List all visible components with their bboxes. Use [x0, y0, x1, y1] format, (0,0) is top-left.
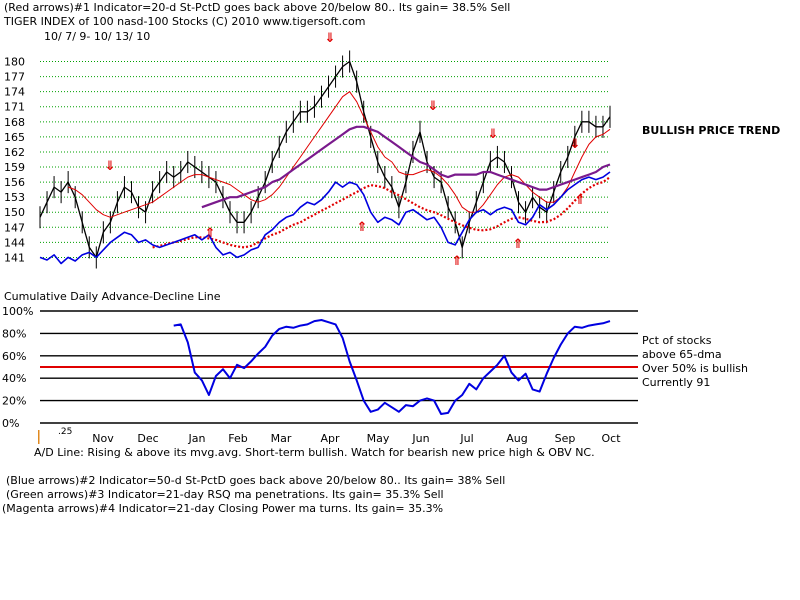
signal-arrow: ⇑: [513, 237, 524, 252]
y-tick-label: 141: [4, 251, 25, 264]
tick-stub: .25: [58, 427, 73, 437]
pct-label-2: above 65-dma: [642, 348, 722, 361]
pct-series-group: [173, 319, 611, 415]
ma-red-line: [67, 91, 611, 218]
price-series-group: [39, 50, 611, 269]
y-tick-label: 159: [4, 161, 25, 174]
x-tick-label: Aug: [506, 432, 527, 445]
x-tick-label: Jan: [188, 432, 206, 445]
footer-indicator-2: (Blue arrows)#2 Indicator=50-d St-PctD g…: [6, 474, 506, 487]
x-tick-label: Jul: [459, 432, 473, 445]
header-indicator-1: (Red arrows)#1 Indicator=20-d St-PctD go…: [4, 1, 511, 14]
pct-tick-label: 40%: [2, 372, 26, 385]
ma-purple-line: [201, 125, 611, 209]
date-range: 10/ 7/ 9- 10/ 13/ 10: [44, 30, 151, 43]
adline-title: Cumulative Daily Advance-Decline Line: [4, 290, 221, 303]
y-tick-label: 177: [4, 71, 25, 84]
pct-tick-label: 80%: [2, 327, 26, 340]
y-tick-label: 153: [4, 191, 25, 204]
pct-tick-label: 20%: [2, 395, 26, 408]
x-tick-label: Dec: [137, 432, 158, 445]
pct-tick-label: 60%: [2, 350, 26, 363]
pct-y-axis: 100% 80% 60% 40% 20% 0%: [2, 305, 33, 430]
price-line: [39, 60, 611, 259]
pct-label-4: Currently 91: [642, 376, 711, 389]
signal-arrows: ⇓ ⇓ ⇓ ⇓ ⇓ ⇑ ⇑ ⇑ ⇑ ⇑: [105, 31, 586, 269]
signal-arrow: ⇓: [428, 99, 439, 114]
footer-indicator-4: (Magenta arrows)#4 Indicator=21-day Clos…: [2, 502, 444, 515]
signal-arrow: ⇓: [570, 137, 581, 152]
chart-title: TIGER INDEX of 100 nasd-100 Stocks (C) 2…: [4, 15, 366, 28]
y-tick-label: 144: [4, 236, 25, 249]
signal-arrow: ⇓: [105, 159, 116, 174]
y-tick-label: 180: [4, 56, 25, 69]
signal-arrow: ⇓: [325, 31, 336, 46]
x-tick-label: Sep: [555, 432, 576, 445]
x-tick-label: Nov: [92, 432, 114, 445]
signal-arrow: ⇓: [488, 127, 499, 142]
pct-above-65dma-line: [173, 319, 611, 415]
x-tick-label: Apr: [320, 432, 340, 445]
signal-arrow: ⇑: [575, 193, 586, 208]
pct-tick-label: 0%: [2, 417, 19, 430]
x-tick-label: Mar: [271, 432, 292, 445]
left-axis-tick: [38, 430, 40, 444]
x-tick-label: May: [367, 432, 390, 445]
x-tick-label: Feb: [228, 432, 247, 445]
signal-arrow: ⇑: [357, 220, 368, 235]
footer-indicator-3: (Green arrows)#3 Indicator=21-day RSQ ma…: [6, 488, 444, 501]
pct-label-1: Pct of stocks: [642, 334, 712, 347]
y-tick-label: 156: [4, 176, 25, 189]
y-tick-label: 150: [4, 206, 25, 219]
month-axis: Nov Dec Jan Feb Mar Apr May Jun Jul Aug Sep Oct: [92, 432, 621, 445]
x-tick-label: Jun: [411, 432, 429, 445]
y-tick-label: 171: [4, 101, 25, 114]
pct-label-3: Over 50% is bullish: [642, 362, 749, 375]
y-tick-label: 174: [4, 86, 25, 99]
y-tick-label: 165: [4, 131, 25, 144]
price-y-axis: 141 144 147 150 153 156 159 162 165 168 171 174 177 1…: [4, 56, 25, 265]
pct-tick-label: 100%: [2, 305, 33, 318]
y-tick-label: 162: [4, 146, 25, 159]
ad-status-text: A/D Line: Rising & above its mvg.avg. Sh…: [34, 446, 595, 459]
bullish-trend-label: BULLISH PRICE TREND: [642, 124, 781, 137]
pct-grid: [40, 310, 638, 424]
y-tick-label: 147: [4, 221, 25, 234]
signal-arrow: ⇑: [452, 254, 463, 269]
ad-line-blue: [39, 171, 611, 265]
signal-arrow: ⇑: [205, 226, 216, 241]
y-tick-label: 168: [4, 116, 25, 129]
x-tick-label: Oct: [601, 432, 621, 445]
